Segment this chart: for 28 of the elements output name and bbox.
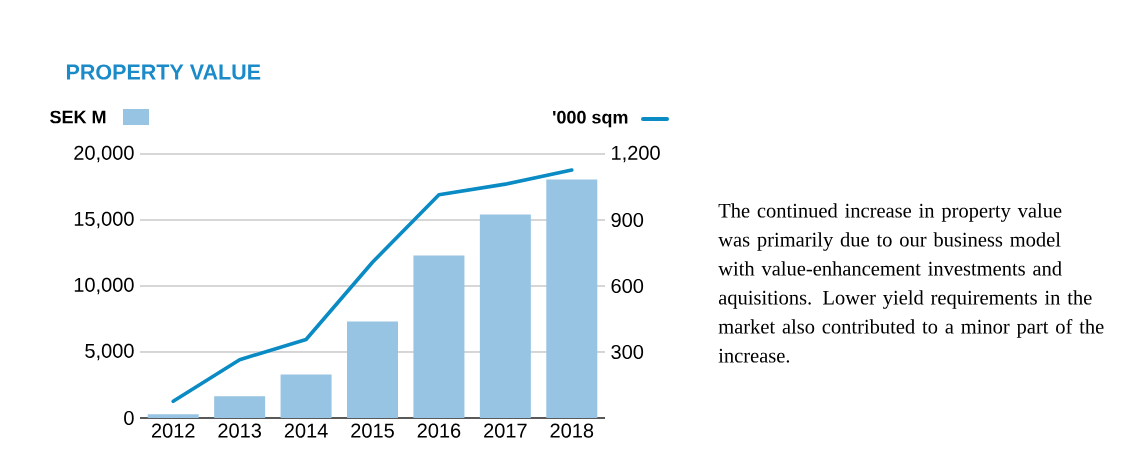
bar [347,321,398,418]
y2-tick-label: 600 [611,278,644,294]
chart-title: PROPERTY VALUE [66,64,261,80]
y2-tick-label: 900 [611,212,644,228]
bar [413,255,465,418]
bar [147,414,199,418]
x-tick-label: 2016 [417,423,461,438]
y-tick-label: 10,000 [74,277,134,295]
bar [479,214,531,418]
y-tick-label: 15,000 [74,211,134,229]
bar [280,374,332,418]
bar [546,179,598,418]
x-tick-label: 2017 [484,423,527,438]
legend-label: '000 sqm [553,110,628,128]
y-tick-label: 20,000 [74,145,134,163]
x-tick-label: 2012 [151,423,195,438]
text: The continued increase in property value was primarily due to our business model with value-enhancement investments and aquisitions. Lower yield requirements in the market also contributed to a minor part of the increase. [718,203,1104,363]
bar [214,396,266,418]
x-tick-label: 2015 [351,423,394,438]
line-series [171,168,574,404]
legend-label: SEK M [50,110,106,124]
x-tick-label: 2013 [218,423,262,438]
x-tick-label: 2014 [284,423,328,438]
y-tick-label: 5,000 [85,343,134,361]
x-tick-label: 2018 [550,423,594,438]
y-tick-label: 0 [124,410,134,426]
y2-tick-label: 300 [611,344,644,360]
y2-tick-label: 1,200 [612,145,660,163]
